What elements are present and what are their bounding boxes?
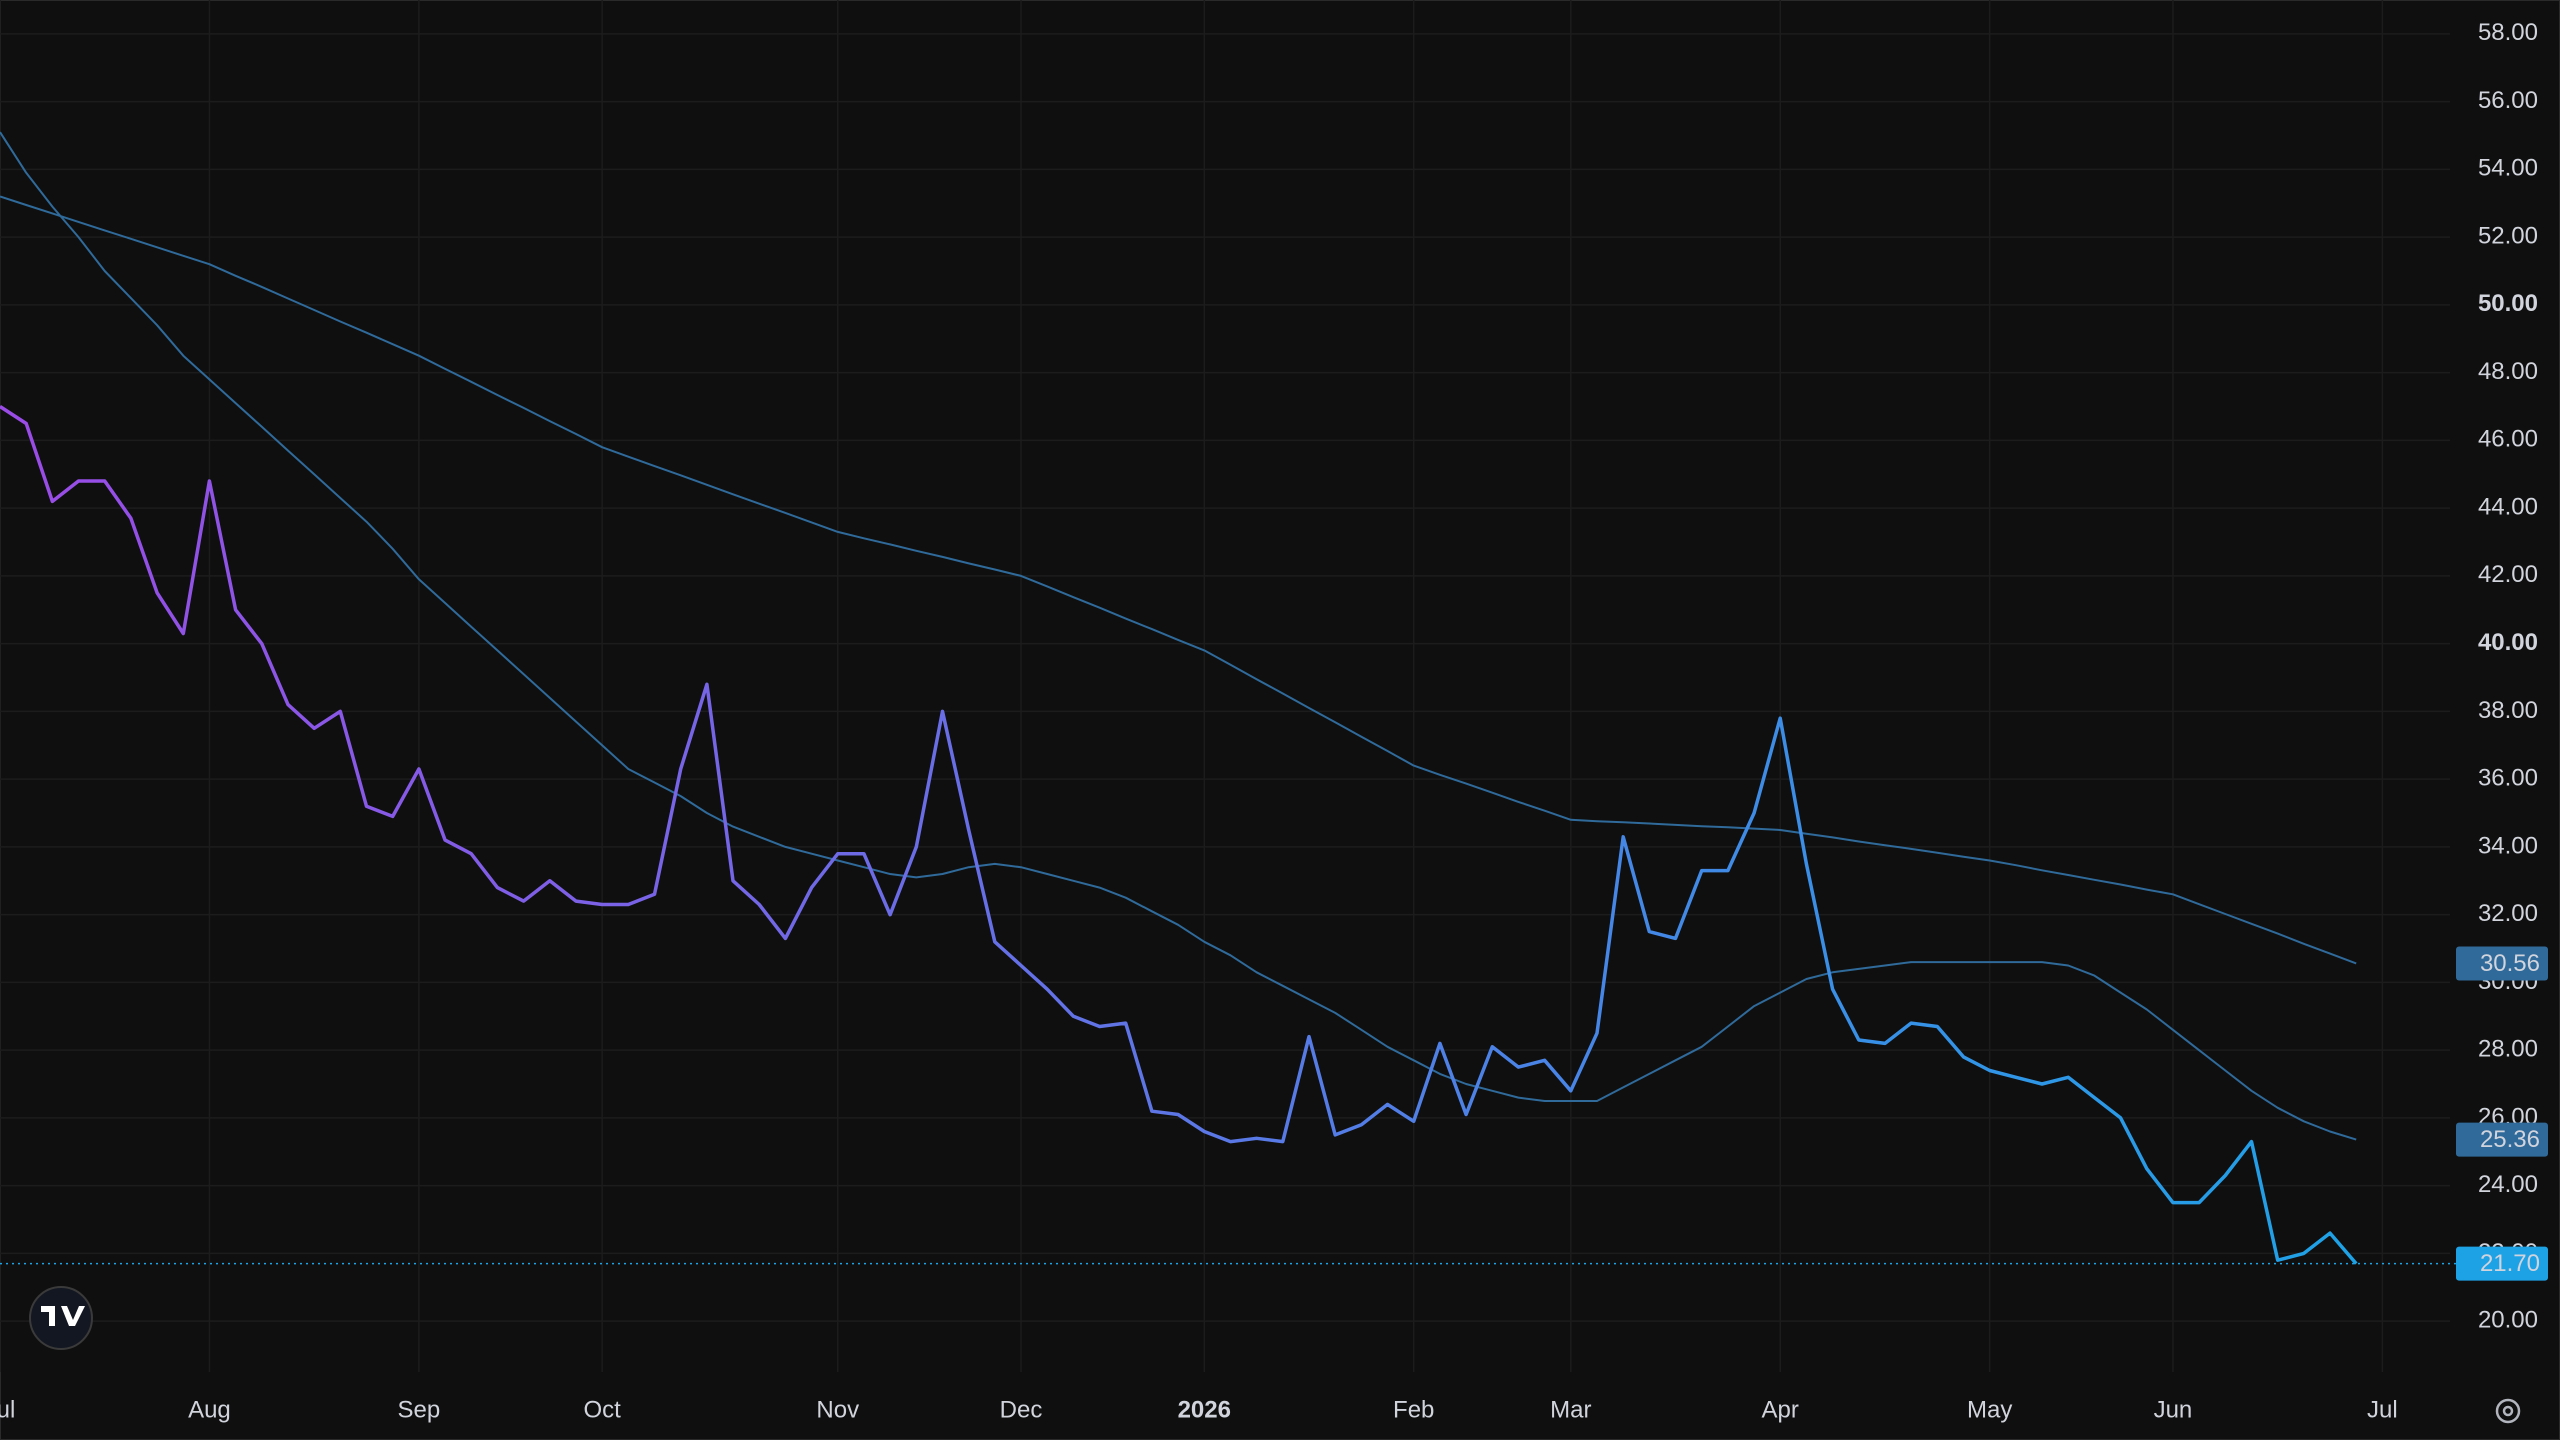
x-tick-label: Mar <box>1550 1396 1591 1423</box>
y-tick-label: 20.00 <box>2478 1307 2538 1334</box>
y-tick-label: 40.00 <box>2478 629 2538 656</box>
tradingview-logo[interactable] <box>29 1286 93 1350</box>
y-tick-label: 48.00 <box>2478 358 2538 385</box>
x-tick-label: Aug <box>188 1396 231 1423</box>
x-tick-label: Jul <box>0 1396 15 1423</box>
x-tick-label: Nov <box>816 1396 859 1423</box>
x-tick-label: 2026 <box>1178 1396 1231 1423</box>
y-tick-label: 36.00 <box>2478 765 2538 792</box>
y-tick-label: 32.00 <box>2478 900 2538 927</box>
y-tick-label: 44.00 <box>2478 493 2538 520</box>
settings-icon[interactable] <box>2495 1398 2521 1424</box>
y-tick-label: 50.00 <box>2478 290 2538 317</box>
y-tick-label: 58.00 <box>2478 19 2538 46</box>
gear-inner[interactable] <box>2502 1405 2514 1417</box>
x-tick-label: Oct <box>583 1396 621 1423</box>
y-tick-label: 24.00 <box>2478 1171 2538 1198</box>
series-line <box>0 131 2357 1141</box>
x-tick-label: Apr <box>1762 1396 1799 1423</box>
x-tick-label: Dec <box>1000 1396 1043 1423</box>
y-tick-label: 46.00 <box>2478 426 2538 453</box>
price-label-bg <box>2456 1246 2548 1281</box>
y-tick-label: 38.00 <box>2478 697 2538 724</box>
x-tick-label: Jun <box>2154 1396 2193 1423</box>
y-tick-label: 28.00 <box>2478 1036 2538 1063</box>
y-tick-label: 56.00 <box>2478 87 2538 114</box>
gear-outer[interactable] <box>2495 1398 2521 1424</box>
price-label-bg <box>2456 1122 2548 1157</box>
x-tick-label: Sep <box>398 1396 441 1423</box>
price-label: 30.56 <box>2480 950 2540 977</box>
y-tick-label: 34.00 <box>2478 832 2538 859</box>
x-tick-label: Feb <box>1393 1396 1434 1423</box>
x-tick-label: Jul <box>2367 1396 2398 1423</box>
x-tick-label: May <box>1967 1396 2012 1423</box>
logo-circle[interactable] <box>29 1286 93 1350</box>
series-line <box>0 405 2358 1265</box>
price-label: 21.70 <box>2480 1250 2540 1277</box>
price-label: 25.36 <box>2480 1126 2540 1153</box>
y-tick-label: 54.00 <box>2478 155 2538 182</box>
price-label-bg <box>2456 946 2548 981</box>
series-line <box>0 195 2357 965</box>
y-tick-label: 42.00 <box>2478 561 2538 588</box>
y-tick-label: 52.00 <box>2478 222 2538 249</box>
logo-mark[interactable] <box>41 1306 85 1326</box>
